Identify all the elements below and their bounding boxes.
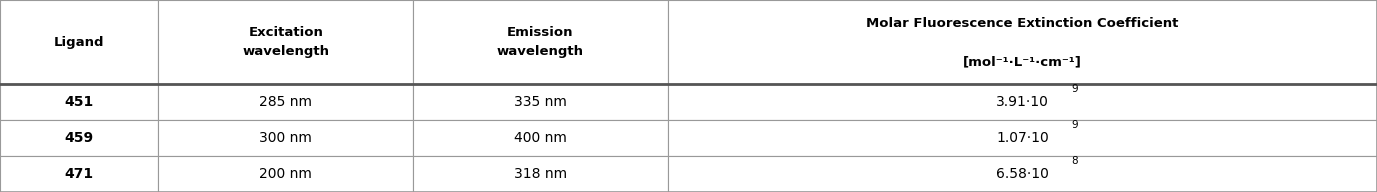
- Text: 400 nm: 400 nm: [514, 131, 567, 145]
- Text: 335 nm: 335 nm: [514, 95, 567, 109]
- Bar: [158, 0, 413, 84]
- Text: Emission
wavelength: Emission wavelength: [497, 26, 584, 58]
- Text: 1.07·10: 1.07·10: [996, 131, 1049, 145]
- Text: 9: 9: [1071, 120, 1078, 130]
- Text: 300 nm: 300 nm: [259, 131, 313, 145]
- Bar: [158, 120, 413, 156]
- Text: 9: 9: [1071, 84, 1078, 94]
- Text: 471: 471: [65, 167, 94, 181]
- Text: 200 nm: 200 nm: [259, 167, 313, 181]
- Bar: [668, 84, 1377, 120]
- Text: Excitation
wavelength: Excitation wavelength: [242, 26, 329, 58]
- Bar: [0, 156, 158, 192]
- Text: 8: 8: [1071, 156, 1078, 166]
- Bar: [668, 0, 1377, 84]
- Text: 285 nm: 285 nm: [259, 95, 313, 109]
- Bar: [0, 0, 158, 84]
- Bar: [158, 156, 413, 192]
- Bar: [413, 120, 668, 156]
- Bar: [158, 84, 413, 120]
- Text: 451: 451: [65, 95, 94, 109]
- Text: Ligand: Ligand: [54, 36, 105, 49]
- Text: 318 nm: 318 nm: [514, 167, 567, 181]
- Bar: [0, 84, 158, 120]
- Text: 3.91·10: 3.91·10: [996, 95, 1049, 109]
- Bar: [413, 156, 668, 192]
- Bar: [668, 156, 1377, 192]
- Text: Molar Fluorescence Extinction Coefficient: Molar Fluorescence Extinction Coefficien…: [866, 17, 1179, 30]
- Bar: [668, 120, 1377, 156]
- Bar: [0, 120, 158, 156]
- Text: 459: 459: [65, 131, 94, 145]
- Text: [mol⁻¹·L⁻¹·cm⁻¹]: [mol⁻¹·L⁻¹·cm⁻¹]: [963, 55, 1082, 68]
- Bar: [413, 0, 668, 84]
- Text: 6.58·10: 6.58·10: [996, 167, 1049, 181]
- Bar: [413, 84, 668, 120]
